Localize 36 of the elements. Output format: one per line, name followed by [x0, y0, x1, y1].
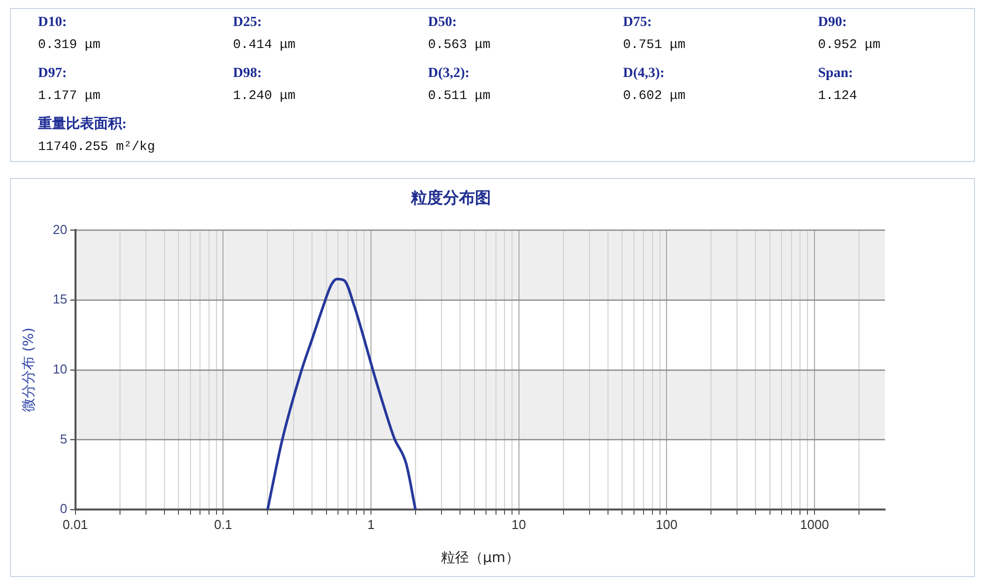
x-axis-title: 粒径（μm） [440, 550, 520, 566]
text: 0.751 μm [623, 36, 686, 54]
text: 1.240 μm [233, 87, 296, 105]
y-tick-label: 20 [52, 222, 68, 237]
y-tick-label: 5 [60, 431, 68, 446]
x-tick-label: 1000 [800, 516, 829, 532]
text: D10: [38, 14, 68, 32]
text: 11740.255 m²/kg [38, 138, 156, 156]
y-tick-label: 10 [52, 361, 68, 376]
text: 1.124 [818, 87, 858, 105]
text: 0.511 μm [428, 87, 490, 105]
text: D25: [233, 14, 263, 32]
x-tick-label: 0.1 [214, 516, 232, 532]
y-tick-label: 0 [60, 501, 68, 516]
text: 重量比表面积: [38, 116, 128, 134]
x-tick-label: 1 [367, 516, 375, 532]
text: 0.602 μm [623, 87, 686, 105]
chart-title: 粒度分布图 [410, 188, 491, 207]
text: D98: [233, 65, 263, 83]
text: Span: [818, 65, 854, 83]
text: 0.319 μm [38, 36, 100, 54]
text: D(3,2): [428, 65, 471, 83]
x-tick-label: 100 [656, 516, 678, 532]
x-tick-label: 0.01 [62, 516, 88, 532]
text: D97: [38, 65, 68, 83]
y-tick-label: 15 [52, 292, 68, 307]
text: D75: [623, 14, 653, 32]
text: 0.414 μm [233, 36, 296, 54]
text: D(4,3): [623, 65, 666, 83]
x-tick-label: 10 [512, 516, 526, 532]
text: D90: [818, 14, 848, 32]
text: 1.177 μm [38, 87, 100, 105]
text: 0.563 μm [428, 36, 490, 54]
text: 0.952 μm [818, 36, 880, 54]
text: D50: [428, 14, 458, 32]
y-axis-title: 微分分布 (%) [21, 328, 38, 412]
